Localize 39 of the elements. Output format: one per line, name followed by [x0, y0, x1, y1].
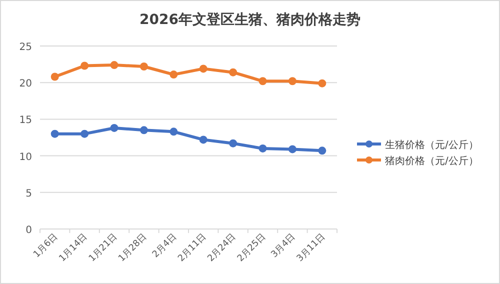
y-tick-label: 25 — [19, 42, 32, 53]
point — [80, 62, 89, 70]
point — [50, 72, 59, 81]
point — [110, 61, 118, 70]
point — [199, 136, 208, 144]
point — [229, 139, 238, 148]
point — [170, 70, 178, 79]
point — [140, 126, 148, 134]
point — [229, 68, 238, 76]
x-tick-label: 1月21日 — [87, 232, 120, 264]
x-tick-label: 2月25日 — [236, 232, 268, 264]
y-tick-label: 20 — [19, 78, 32, 90]
point — [170, 128, 178, 136]
point — [318, 79, 326, 88]
point — [258, 77, 267, 86]
chart-title: 2026年文登区生猪、猪肉价格走势 — [140, 11, 360, 28]
x-tick-label: 1月14日 — [58, 232, 90, 264]
point — [199, 64, 208, 73]
point — [288, 77, 296, 86]
x-tick-label: 3月4日 — [270, 232, 298, 260]
y-tick-label: 0 — [26, 225, 32, 236]
y-tick-label: 5 — [26, 188, 32, 200]
x-tick-label: 1月28日 — [117, 232, 150, 264]
y-tick-label: 10 — [19, 152, 32, 163]
x-tick-label: 1月6日 — [32, 232, 60, 260]
x-tick-label: 2月24日 — [206, 232, 238, 264]
point — [258, 144, 267, 152]
point — [288, 145, 296, 154]
point — [110, 124, 118, 132]
x-tick-label: 2月11日 — [176, 232, 208, 264]
x-tick-label: 3月11日 — [295, 232, 328, 264]
point — [50, 130, 59, 138]
x-tick-label: 2月4日 — [150, 232, 179, 260]
legend-label: 生猪价格（元/公斤） — [385, 139, 478, 151]
point — [140, 62, 148, 70]
point — [80, 130, 89, 138]
point — [318, 146, 326, 155]
legend-label: 猪肉价格（元/公斤） — [385, 155, 478, 167]
y-tick-label: 15 — [19, 115, 32, 126]
